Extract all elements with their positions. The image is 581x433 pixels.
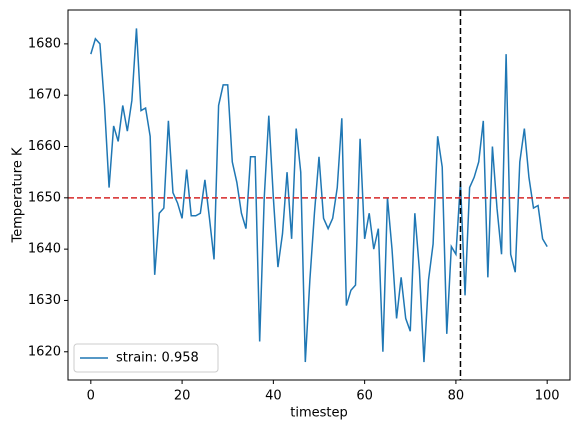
x-tick-label: 100 bbox=[535, 389, 560, 404]
x-tick-label: 20 bbox=[174, 389, 191, 404]
legend-box bbox=[73, 343, 219, 373]
y-tick-label: 1660 bbox=[28, 139, 61, 154]
legend-label: strain: 0.958 bbox=[116, 351, 199, 366]
y-tick-label: 1670 bbox=[28, 88, 61, 103]
y-tick-label: 1630 bbox=[28, 293, 61, 308]
x-tick-label: 40 bbox=[265, 389, 282, 404]
y-tick-label: 1650 bbox=[28, 190, 61, 205]
x-tick-label: 60 bbox=[356, 389, 373, 404]
plot-frame bbox=[67, 9, 571, 381]
y-tick-label: 1640 bbox=[28, 242, 61, 257]
y-tick-label: 1620 bbox=[28, 344, 61, 359]
y-axis-label: Temperature K bbox=[11, 147, 26, 243]
x-tick-label: 80 bbox=[448, 389, 465, 404]
x-tick-label: 0 bbox=[87, 389, 95, 404]
y-tick-label: 1680 bbox=[28, 36, 61, 51]
data-line bbox=[90, 28, 548, 363]
x-axis-label: timestep bbox=[290, 406, 348, 421]
